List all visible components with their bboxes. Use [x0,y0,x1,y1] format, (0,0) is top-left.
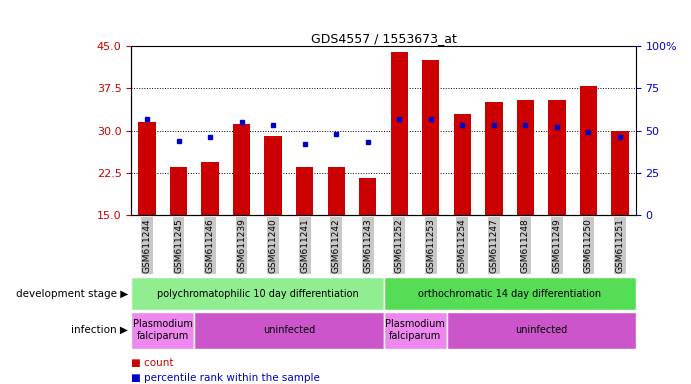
Bar [131,277,384,310]
Text: GSM611239: GSM611239 [237,218,246,273]
Bar [384,277,636,310]
Text: GSM611250: GSM611250 [584,218,593,273]
Bar [548,99,565,215]
Text: polychromatophilic 10 day differentiation: polychromatophilic 10 day differentiatio… [157,289,358,299]
Text: GSM611248: GSM611248 [521,218,530,273]
Bar [485,103,502,215]
Text: GSM611252: GSM611252 [395,218,404,273]
Bar [422,60,439,215]
Bar [390,52,408,215]
Text: GSM611243: GSM611243 [363,218,372,273]
Bar [131,312,194,349]
Title: GDS4557 / 1553673_at: GDS4557 / 1553673_at [310,32,457,45]
Bar [296,167,313,215]
Text: GSM611240: GSM611240 [269,218,278,273]
Text: uninfected: uninfected [263,325,315,335]
Bar [170,167,187,215]
Text: uninfected: uninfected [515,325,567,335]
Text: GSM611244: GSM611244 [142,218,151,273]
Text: GSM611245: GSM611245 [174,218,183,273]
Text: GSM611247: GSM611247 [489,218,498,273]
Bar [194,312,384,349]
Text: GSM611249: GSM611249 [552,218,561,273]
Text: ■ percentile rank within the sample: ■ percentile rank within the sample [131,373,320,383]
Bar [446,312,636,349]
Bar [517,99,534,215]
Bar [233,124,250,215]
Text: development stage ▶: development stage ▶ [16,289,128,299]
Bar [612,131,629,215]
Text: orthochromatic 14 day differentiation: orthochromatic 14 day differentiation [418,289,601,299]
Text: GSM611254: GSM611254 [458,218,467,273]
Bar [580,86,597,215]
Bar [265,136,282,215]
Text: GSM611253: GSM611253 [426,218,435,273]
Bar [359,179,377,215]
Text: infection ▶: infection ▶ [71,325,128,335]
Text: GSM611251: GSM611251 [616,218,625,273]
Bar [138,122,155,215]
Text: Plasmodium
falciparum: Plasmodium falciparum [133,319,193,341]
Bar [328,167,345,215]
Bar [202,162,219,215]
Bar [454,114,471,215]
Text: GSM611242: GSM611242 [332,218,341,273]
Text: ■ count: ■ count [131,358,174,368]
Text: GSM611246: GSM611246 [206,218,215,273]
Bar [384,312,446,349]
Text: Plasmodium
falciparum: Plasmodium falciparum [385,319,445,341]
Text: GSM611241: GSM611241 [300,218,309,273]
